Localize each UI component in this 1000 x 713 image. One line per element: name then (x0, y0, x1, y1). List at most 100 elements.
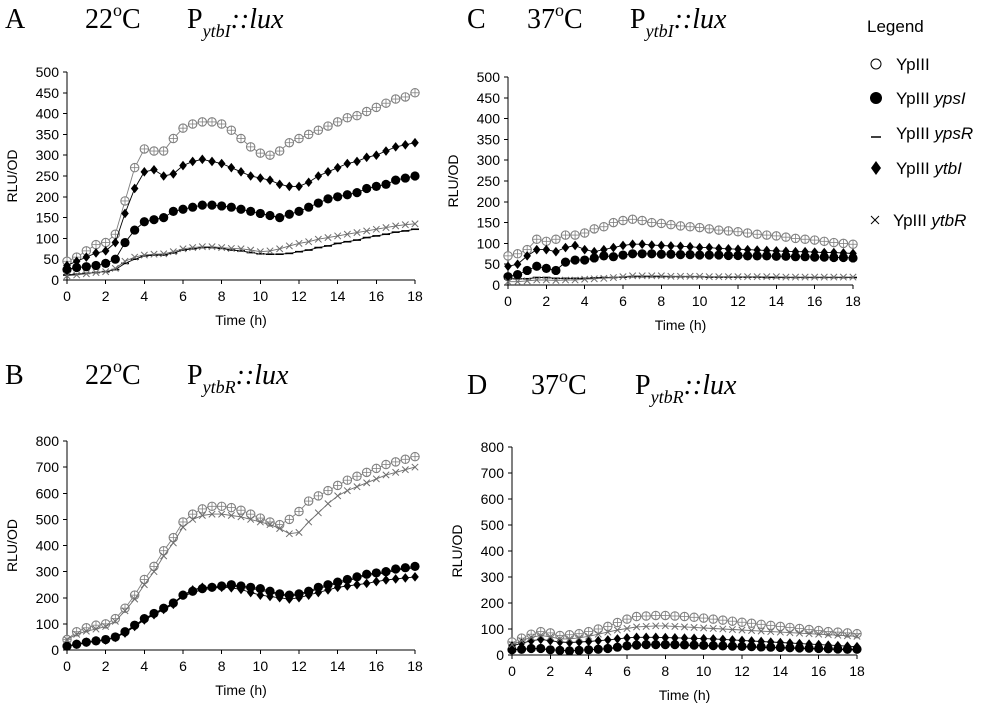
data-point (129, 162, 140, 173)
temp-unit: C (568, 370, 587, 401)
legend-label: YpIII ytbR (893, 211, 966, 230)
data-point (714, 225, 724, 235)
data-point (561, 276, 570, 284)
data-point (551, 234, 561, 244)
data-point (738, 635, 746, 646)
data-point (216, 501, 227, 512)
data-point (800, 252, 810, 262)
data-point (236, 204, 246, 214)
data-point (849, 248, 857, 259)
data-point (815, 630, 823, 638)
y-tick-label: 400 (36, 106, 60, 122)
data-point (661, 622, 669, 630)
x-tick-label: 16 (811, 663, 827, 679)
legend-label-mutant: ytbI (930, 159, 962, 178)
data-point (631, 611, 642, 622)
y-axis-title: RLU/OD (4, 519, 20, 572)
data-point (618, 215, 628, 226)
x-tick-label: 6 (179, 658, 187, 674)
data-point (791, 246, 800, 257)
temperature: 22 (85, 360, 113, 391)
data-point (130, 225, 140, 235)
x-tick-label: 10 (696, 663, 712, 679)
data-point (275, 179, 284, 190)
y-tick-label: 350 (477, 131, 501, 147)
data-point (401, 573, 410, 583)
x-tick-label: 0 (63, 658, 71, 674)
data-point (504, 278, 512, 286)
data-point (766, 637, 775, 647)
data-point (680, 623, 689, 631)
y-tick-label: 0 (496, 647, 504, 663)
data-point (392, 468, 400, 476)
data-point (719, 634, 727, 645)
data-point (805, 639, 813, 649)
series-filled-circle (62, 171, 420, 275)
y-axis-title: RLU/OD (445, 155, 461, 208)
data-point (179, 590, 187, 600)
data-point (642, 622, 650, 630)
panel-title-c: C 37oC PytbI::lux (467, 0, 727, 41)
x-tick-label: 8 (218, 658, 226, 674)
data-point (197, 504, 208, 514)
data-point (149, 215, 159, 225)
data-point (246, 206, 256, 216)
data-point (776, 628, 784, 636)
data-point (627, 214, 638, 225)
data-point (632, 632, 641, 643)
data-point (313, 198, 323, 208)
data-point (552, 276, 560, 284)
data-point (361, 467, 372, 478)
series-filled-diamond (504, 239, 857, 272)
data-point (838, 238, 849, 249)
data-point (781, 251, 791, 261)
data-point (247, 515, 255, 523)
data-point (227, 511, 235, 520)
data-point (187, 509, 198, 519)
data-point (723, 250, 734, 261)
panel-letter: A (5, 4, 26, 35)
data-point (594, 635, 603, 646)
data-point (102, 622, 110, 631)
data-point (168, 133, 179, 144)
data-point (304, 177, 313, 188)
data-point (790, 233, 801, 244)
data-point (101, 258, 111, 268)
data-point (656, 249, 666, 259)
data-point (382, 471, 390, 479)
data-point (236, 505, 246, 515)
data-point (333, 192, 343, 202)
data-point (285, 594, 294, 604)
data-point (334, 492, 342, 500)
y-tick-label: 700 (36, 459, 60, 475)
data-point (208, 243, 216, 251)
data-point (715, 243, 723, 254)
data-point (667, 272, 675, 280)
y-tick-label: 200 (481, 595, 505, 611)
x-tick-label: 16 (369, 288, 385, 304)
panel-letter: D (467, 370, 487, 401)
data-point (560, 257, 571, 267)
data-point (217, 158, 226, 169)
data-point (237, 513, 245, 521)
y-tick-label: 400 (477, 111, 501, 127)
y-tick-label: 250 (36, 168, 60, 184)
x-tick-label: 2 (102, 658, 110, 674)
data-point (675, 250, 686, 260)
data-point (187, 119, 198, 129)
data-point (150, 164, 158, 175)
data-point (600, 274, 608, 282)
data-point (255, 148, 266, 158)
data-point (275, 592, 284, 603)
data-point (188, 202, 198, 212)
series-open-circle (503, 214, 858, 261)
y-tick-label: 300 (36, 147, 60, 163)
x-tick-label: 6 (619, 293, 627, 309)
data-point (795, 638, 804, 649)
data-point (102, 268, 110, 276)
data-point (256, 248, 264, 256)
series-open-circle (62, 88, 420, 267)
data-point (753, 273, 761, 281)
data-point (834, 640, 842, 651)
